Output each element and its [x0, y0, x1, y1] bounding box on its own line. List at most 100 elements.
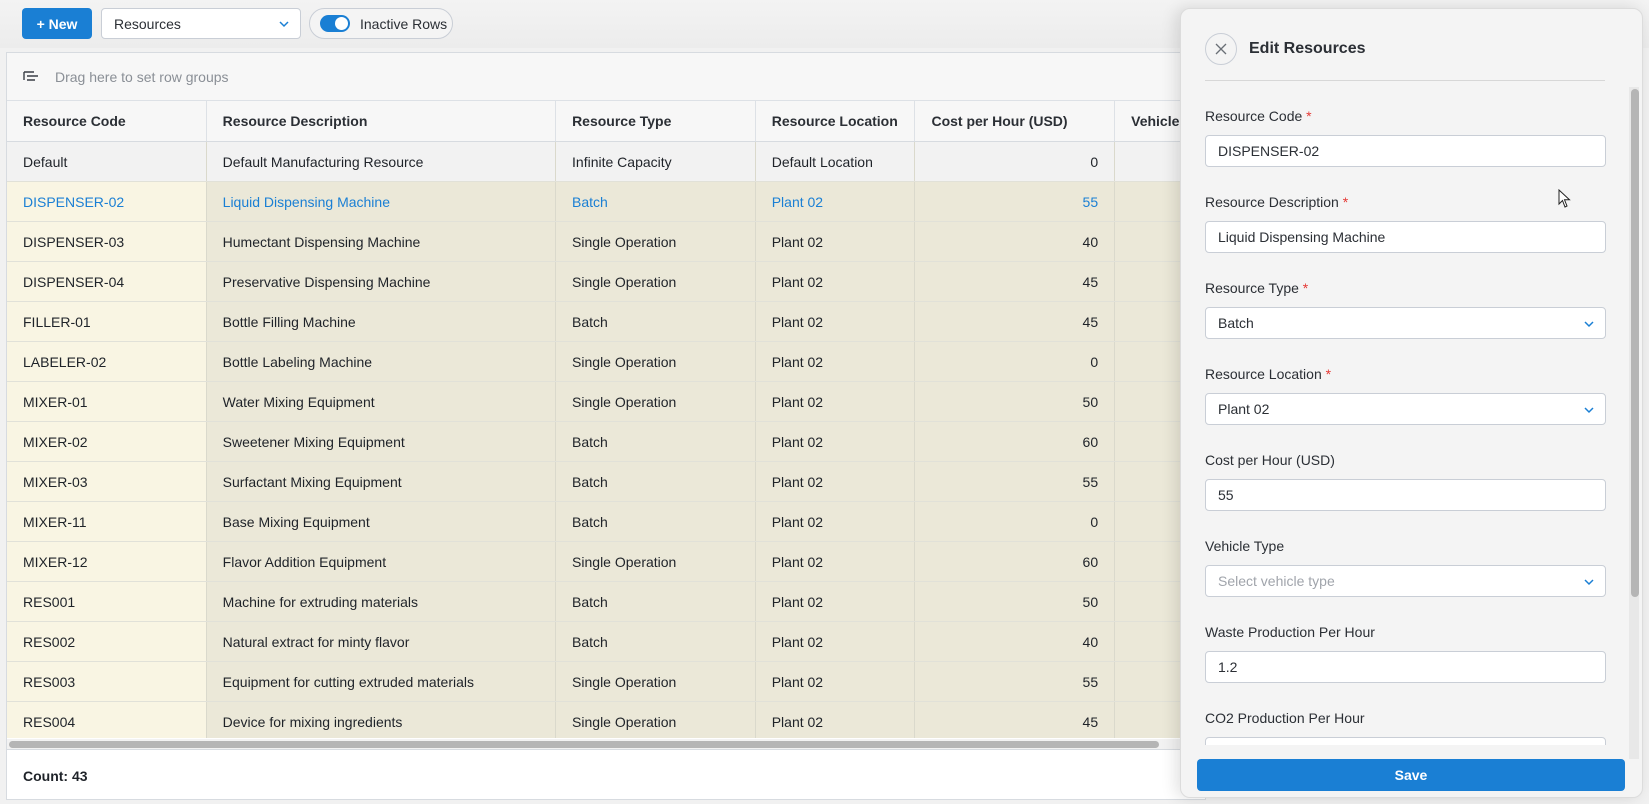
cell-resource-code[interactable]: MIXER-03 — [7, 462, 207, 501]
horizontal-scrollbar-thumb[interactable] — [9, 741, 1159, 748]
cell-cost-per-hour[interactable]: 0 — [915, 142, 1116, 181]
cell-resource-code[interactable]: LABELER-02 — [7, 342, 207, 381]
cell-resource-location[interactable]: Plant 02 — [755, 582, 916, 621]
vehicle-type-select[interactable]: Select vehicle type — [1205, 565, 1606, 597]
table-row[interactable]: RES001 Machine for extruding materials Bat… — [7, 582, 1205, 622]
column-header-resource-code[interactable]: Resource Code — [7, 101, 207, 141]
cell-resource-description[interactable]: Base Mixing Equipment — [206, 502, 557, 541]
resource-code-input[interactable]: DISPENSER-02 — [1205, 135, 1606, 167]
cell-resource-location[interactable]: Plant 02 — [755, 502, 916, 541]
cell-cost-per-hour[interactable]: 40 — [915, 622, 1116, 661]
table-row[interactable]: FILLER-01 Bottle Filling Machine Batch Plan… — [7, 302, 1205, 342]
toggle-switch[interactable] — [320, 15, 350, 32]
cell-cost-per-hour[interactable]: 45 — [915, 302, 1116, 341]
cell-resource-description[interactable]: Sweetener Mixing Equipment — [206, 422, 557, 461]
table-row[interactable]: RES003 Equipment for cutting extruded mat… — [7, 662, 1205, 702]
cell-resource-location[interactable]: Plant 02 — [755, 462, 916, 501]
column-header-resource-location[interactable]: Resource Location — [756, 101, 916, 141]
cell-resource-code[interactable]: MIXER-01 — [7, 382, 207, 421]
vertical-scrollbar[interactable] — [1629, 87, 1639, 759]
cell-resource-type[interactable]: Batch — [556, 182, 756, 221]
waste-production-input[interactable]: 1.2 — [1205, 651, 1606, 683]
column-header-resource-type[interactable]: Resource Type — [556, 101, 756, 141]
cell-resource-code[interactable]: RES001 — [7, 582, 207, 621]
table-row[interactable]: DISPENSER-03 Humectant Dispensing Machine… — [7, 222, 1205, 262]
cell-resource-description[interactable]: Equipment for cutting extruded materials — [206, 662, 557, 701]
cell-resource-code[interactable]: DISPENSER-03 — [7, 222, 207, 261]
cell-resource-code[interactable]: MIXER-11 — [7, 502, 207, 541]
cell-resource-description[interactable]: Surfactant Mixing Equipment — [206, 462, 557, 501]
table-row[interactable]: RES002 Natural extract for minty flavor Ba… — [7, 622, 1205, 662]
cell-cost-per-hour[interactable]: 50 — [915, 582, 1116, 621]
table-row[interactable]: MIXER-12 Flavor Addition Equipment Single … — [7, 542, 1205, 582]
cell-resource-type[interactable]: Batch — [556, 462, 756, 501]
cell-resource-type[interactable]: Single Operation — [556, 222, 756, 261]
cell-resource-type[interactable]: Single Operation — [556, 662, 756, 701]
cell-resource-location[interactable]: Plant 02 — [755, 662, 916, 701]
cell-cost-per-hour[interactable]: 60 — [915, 542, 1116, 581]
table-row[interactable]: LABELER-02 Bottle Labeling Machine Single … — [7, 342, 1205, 382]
row-group-bar[interactable]: Drag here to set row groups — [7, 53, 1205, 101]
cell-cost-per-hour[interactable]: 55 — [915, 462, 1116, 501]
cell-cost-per-hour[interactable]: 55 — [915, 662, 1116, 701]
cell-resource-location[interactable]: Default Location — [755, 142, 916, 181]
cost-per-hour-input[interactable]: 55 — [1205, 479, 1606, 511]
cell-resource-location[interactable]: Plant 02 — [755, 342, 916, 381]
column-header-resource-description[interactable]: Resource Description — [207, 101, 557, 141]
cell-resource-code[interactable]: RES004 — [7, 702, 207, 738]
cell-resource-location[interactable]: Plant 02 — [755, 262, 916, 301]
cell-resource-location[interactable]: Plant 02 — [755, 182, 916, 221]
cell-cost-per-hour[interactable]: 0 — [915, 502, 1116, 541]
cell-cost-per-hour[interactable]: 45 — [915, 702, 1116, 738]
table-row[interactable]: RES004 Device for mixing ingredients Singl… — [7, 702, 1205, 738]
cell-resource-location[interactable]: Plant 02 — [755, 422, 916, 461]
cell-resource-description[interactable]: Liquid Dispensing Machine — [206, 182, 557, 221]
cell-resource-type[interactable]: Single Operation — [556, 382, 756, 421]
cell-resource-description[interactable]: Water Mixing Equipment — [206, 382, 557, 421]
cell-cost-per-hour[interactable]: 55 — [915, 182, 1116, 221]
cell-resource-type[interactable]: Batch — [556, 622, 756, 661]
table-row[interactable]: MIXER-02 Sweetener Mixing Equipment Batch P… — [7, 422, 1205, 462]
cell-resource-code[interactable]: RES003 — [7, 662, 207, 701]
cell-resource-description[interactable]: Humectant Dispensing Machine — [206, 222, 557, 261]
cell-resource-description[interactable]: Flavor Addition Equipment — [206, 542, 557, 581]
view-select[interactable]: Resources — [101, 8, 301, 39]
table-row[interactable]: Default Default Manufacturing Resource Inf… — [7, 142, 1205, 182]
cell-resource-code[interactable]: MIXER-02 — [7, 422, 207, 461]
cell-resource-type[interactable]: Batch — [556, 502, 756, 541]
cell-cost-per-hour[interactable]: 0 — [915, 342, 1116, 381]
cell-cost-per-hour[interactable]: 50 — [915, 382, 1116, 421]
cell-resource-description[interactable]: Device for mixing ingredients — [206, 702, 557, 738]
cell-resource-type[interactable]: Single Operation — [556, 702, 756, 738]
close-button[interactable] — [1205, 33, 1237, 65]
cell-resource-type[interactable]: Single Operation — [556, 342, 756, 381]
cell-resource-location[interactable]: Plant 02 — [755, 542, 916, 581]
cell-resource-type[interactable]: Single Operation — [556, 262, 756, 301]
column-header-cost-per-hour[interactable]: Cost per Hour (USD) — [915, 101, 1116, 141]
cell-resource-type[interactable]: Batch — [556, 422, 756, 461]
cell-resource-description[interactable]: Default Manufacturing Resource — [206, 142, 557, 181]
cell-resource-code[interactable]: DISPENSER-04 — [7, 262, 207, 301]
cell-resource-description[interactable]: Preservative Dispensing Machine — [206, 262, 557, 301]
resource-location-select[interactable]: Plant 02 — [1205, 393, 1606, 425]
co2-production-input[interactable]: 5.6 — [1205, 737, 1606, 745]
table-row[interactable]: MIXER-11 Base Mixing Equipment Batch Plant … — [7, 502, 1205, 542]
cell-cost-per-hour[interactable]: 60 — [915, 422, 1116, 461]
cell-resource-type[interactable]: Batch — [556, 582, 756, 621]
cell-resource-description[interactable]: Natural extract for minty flavor — [206, 622, 557, 661]
table-row[interactable]: DISPENSER-04 Preservative Dispensing Mach… — [7, 262, 1205, 302]
table-row[interactable]: DISPENSER-02 Liquid Dispensing Machine Bat… — [7, 182, 1205, 222]
cell-cost-per-hour[interactable]: 40 — [915, 222, 1116, 261]
cell-resource-location[interactable]: Plant 02 — [755, 702, 916, 738]
new-button[interactable]: + New — [22, 8, 92, 39]
vertical-scrollbar-thumb[interactable] — [1631, 89, 1639, 597]
cell-resource-description[interactable]: Bottle Labeling Machine — [206, 342, 557, 381]
table-row[interactable]: MIXER-01 Water Mixing Equipment Single Ope… — [7, 382, 1205, 422]
resource-description-input[interactable]: Liquid Dispensing Machine — [1205, 221, 1606, 253]
save-button[interactable]: Save — [1197, 759, 1625, 791]
cell-resource-type[interactable]: Batch — [556, 302, 756, 341]
cell-resource-type[interactable]: Infinite Capacity — [556, 142, 756, 181]
cell-resource-code[interactable]: RES002 — [7, 622, 207, 661]
cell-cost-per-hour[interactable]: 45 — [915, 262, 1116, 301]
cell-resource-location[interactable]: Plant 02 — [755, 222, 916, 261]
